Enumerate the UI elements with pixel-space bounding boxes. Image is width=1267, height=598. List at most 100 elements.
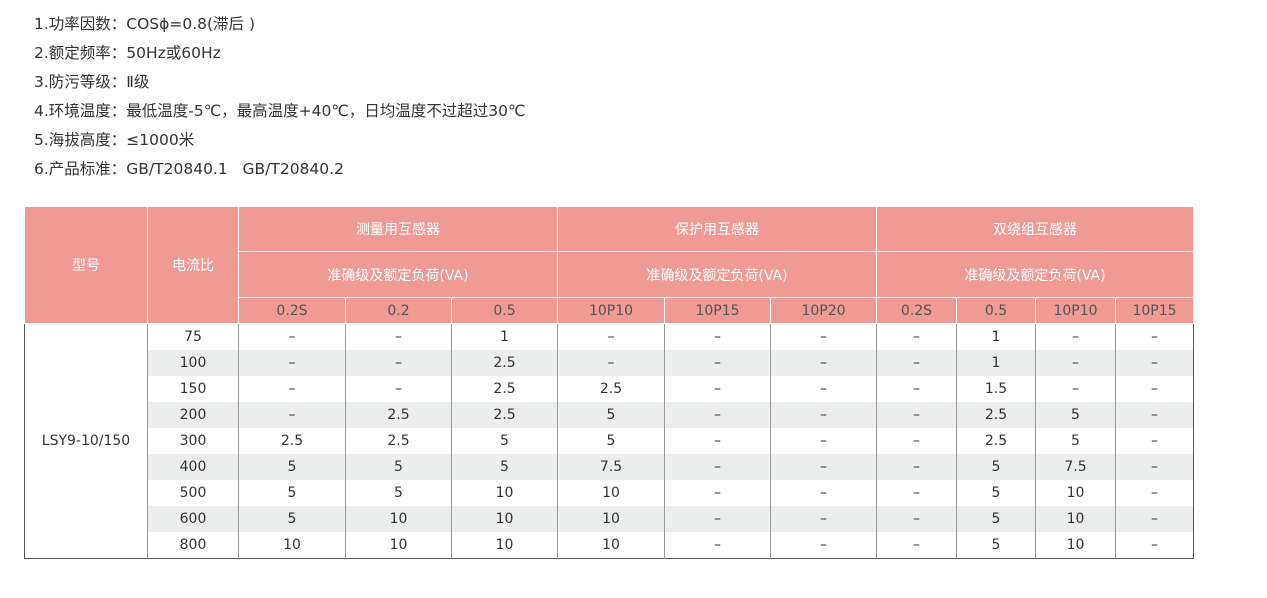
- value-cell: –: [664, 532, 771, 559]
- value-cell: 5: [238, 454, 346, 480]
- table-row: 600 5 10 10 10– – –5 10–: [25, 506, 1194, 532]
- value-cell: 2.5: [451, 350, 558, 376]
- value-cell: –: [664, 323, 771, 350]
- value-cell: 5: [451, 428, 558, 454]
- value-cell: 5: [956, 454, 1036, 480]
- value-cell: 5: [451, 454, 558, 480]
- table-row: 100– –2.5– – – –1– –: [25, 350, 1194, 376]
- value-cell: –: [876, 480, 957, 506]
- value-cell: 2.5: [345, 402, 452, 428]
- value-cell: 10: [238, 532, 346, 559]
- spec-item: 1.功率因数：COSϕ=0.8(滞后 ): [34, 15, 256, 33]
- value-cell: 10: [1035, 532, 1116, 559]
- value-cell: 5: [956, 532, 1036, 559]
- value-cell: 5: [557, 402, 665, 428]
- spec-item: 5.海拔高度：≤1000米: [34, 131, 195, 149]
- value-cell: 7.5: [1035, 454, 1116, 480]
- table-row: LSY9-10/150 75– –1– – – –1– –: [24, 323, 1194, 559]
- value-cell: –: [1115, 323, 1194, 350]
- value-cell: 2.5: [557, 376, 665, 402]
- column-header: 0.2S: [876, 297, 957, 324]
- spec-item: 4.环境温度：最低温度-5℃，最高温度+40℃，日均温度不过超过30℃: [34, 102, 526, 120]
- value-cell: –: [557, 350, 665, 376]
- value-cell: –: [1115, 532, 1194, 559]
- spec-item: 6.产品标准：GB/T20840.1 GB/T20840.2: [34, 160, 344, 178]
- value-cell: –: [876, 506, 957, 532]
- column-header: 10P15: [664, 297, 771, 324]
- spec-item: 3.防污等级：Ⅱ级: [34, 73, 150, 91]
- value-cell: –: [1035, 323, 1116, 350]
- value-cell: –: [557, 323, 665, 350]
- value-cell: –: [664, 376, 771, 402]
- value-cell: –: [770, 506, 877, 532]
- value-cell: –: [1115, 506, 1194, 532]
- value-cell: 10: [451, 532, 558, 559]
- value-cell: 10: [1035, 506, 1116, 532]
- value-cell: –: [1115, 480, 1194, 506]
- value-cell: –: [876, 376, 957, 402]
- value-cell: 5: [956, 506, 1036, 532]
- value-cell: –: [1035, 350, 1116, 376]
- group-subheader: 准确级及额定负荷(VA): [238, 251, 558, 298]
- value-cell: –: [664, 428, 771, 454]
- ratio-cell: 300: [147, 428, 239, 454]
- value-cell: –: [876, 323, 957, 350]
- column-header: 10P10: [557, 297, 665, 324]
- ratio-cell: 150: [147, 376, 239, 402]
- value-cell: 5: [345, 480, 452, 506]
- group-header: 保护用互感器: [557, 206, 877, 252]
- column-header: 0.2S: [238, 297, 346, 324]
- column-header: 0.2: [345, 297, 452, 324]
- ratio-cell: 75: [147, 323, 239, 350]
- value-cell: 2.5: [956, 428, 1036, 454]
- spec-item: 2.额定频率：50Hz或60Hz: [34, 44, 221, 62]
- value-cell: –: [770, 480, 877, 506]
- value-cell: –: [876, 428, 957, 454]
- header-model: 型号: [24, 206, 148, 324]
- value-cell: –: [664, 506, 771, 532]
- ratio-cell: 600: [147, 506, 239, 532]
- value-cell: –: [770, 376, 877, 402]
- value-cell: 10: [557, 480, 665, 506]
- value-cell: 10: [451, 480, 558, 506]
- column-header: 10P20: [770, 297, 877, 324]
- table-row: 500 5 5 10 10– – –5 10–: [25, 480, 1194, 506]
- group-subheader: 准确级及额定负荷(VA): [557, 251, 877, 298]
- spec-list: 1.功率因数：COSϕ=0.8(滞后 ) 2.额定频率：50Hz或60Hz 3.…: [34, 10, 525, 184]
- table-row: 800 10 10 10 10– – –5 10–: [25, 532, 1194, 559]
- value-cell: 2.5: [451, 376, 558, 402]
- column-header: 0.5: [956, 297, 1036, 324]
- group-subheader: 准确级及额定负荷(VA): [876, 251, 1194, 298]
- model-cell: LSY9-10/150: [24, 323, 148, 559]
- table-row: 400 5 5 5 7.5– – –5 7.5–: [25, 454, 1194, 480]
- value-cell: –: [770, 402, 877, 428]
- value-cell: 2.5: [451, 402, 558, 428]
- value-cell: –: [345, 350, 452, 376]
- group-header: 双绕组互感器: [876, 206, 1194, 252]
- value-cell: –: [664, 402, 771, 428]
- ratio-cell: 500: [147, 480, 239, 506]
- ratio-cell: 200: [147, 402, 239, 428]
- value-cell: –: [770, 532, 877, 559]
- value-cell: 5: [238, 480, 346, 506]
- value-cell: –: [238, 350, 346, 376]
- value-cell: 10: [557, 506, 665, 532]
- value-cell: 10: [557, 532, 665, 559]
- value-cell: 5: [345, 454, 452, 480]
- value-cell: –: [770, 323, 877, 350]
- value-cell: –: [1115, 428, 1194, 454]
- value-cell: 5: [238, 506, 346, 532]
- value-cell: 5: [1035, 428, 1116, 454]
- value-cell: –: [345, 323, 452, 350]
- value-cell: –: [1115, 402, 1194, 428]
- spec-table: 型号 电流比 测量用互感器 保护用互感器 双绕组互感器 准确级及额定负荷(VA) …: [24, 206, 1194, 559]
- value-cell: –: [876, 350, 957, 376]
- value-cell: 10: [1035, 480, 1116, 506]
- value-cell: 10: [345, 532, 452, 559]
- ratio-cell: 800: [147, 532, 239, 559]
- value-cell: 1: [451, 323, 558, 350]
- value-cell: –: [238, 402, 346, 428]
- value-cell: –: [876, 402, 957, 428]
- value-cell: –: [1035, 376, 1116, 402]
- value-cell: –: [770, 428, 877, 454]
